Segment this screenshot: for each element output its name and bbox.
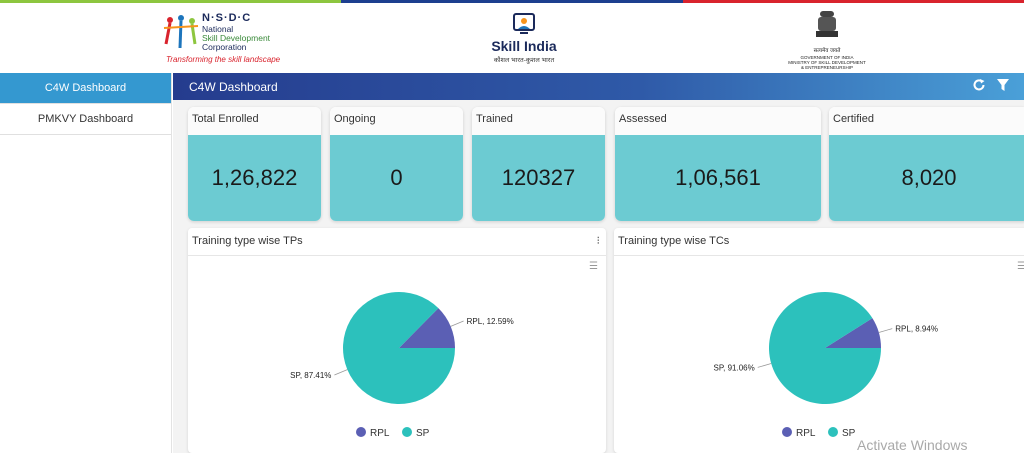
card-value: 120327	[472, 135, 605, 221]
legend-marker-rpl[interactable]	[356, 427, 366, 437]
pie-slice-sp[interactable]	[343, 292, 455, 404]
legend-label-rpl[interactable]: RPL	[370, 428, 390, 439]
nsdc-letters: N·S·D·C	[202, 12, 252, 24]
skill-india-logo[interactable]: Skill India कौशल भारत-कुशल भारत	[488, 12, 560, 72]
nsdc-tagline: Transforming the skill landscape	[166, 55, 281, 64]
sidebar-item-c4w-dashboard[interactable]: C4W Dashboard	[0, 73, 171, 104]
pie-slice-rpl[interactable]	[825, 318, 881, 348]
more-options-icon[interactable]: ⁝	[596, 235, 601, 247]
card-label: Total Enrolled	[188, 107, 321, 135]
activate-windows-watermark: Activate Windows	[857, 437, 968, 453]
card-value: 1,06,561	[615, 135, 821, 221]
panel-title: Training type wise TCs	[618, 235, 730, 247]
dashboard-title: C4W Dashboard	[189, 79, 278, 94]
data-label-sp: SP, 91.06%	[714, 363, 755, 372]
card-ongoing: Ongoing 0	[330, 107, 463, 221]
card-label: Assessed	[615, 107, 821, 135]
sidebar-item-pmkvy-dashboard[interactable]: PMKVY Dashboard	[0, 104, 171, 135]
legend-marker-sp[interactable]	[402, 427, 412, 437]
data-label-connector	[757, 363, 772, 368]
card-label: Ongoing	[330, 107, 463, 135]
nsdc-name: National Skill Development Corporation	[202, 24, 271, 52]
skill-india-emblem-icon	[513, 13, 535, 34]
legend-label-rpl[interactable]: RPL	[796, 428, 816, 439]
skill-india-subtitle: कौशल भारत-कुशल भारत	[493, 57, 555, 64]
skill-india-title: Skill India	[491, 38, 557, 54]
legend-marker-sp[interactable]	[828, 427, 838, 437]
gov-text: GOVERNMENT OF INDIA MINISTRY OF SKILL DE…	[788, 55, 866, 70]
gov-motto: सत्यमेव जयते	[813, 48, 841, 54]
panel-training-type-tcs: Training type wise TCs ⁝ ☰ RPL, 8.94%SP,…	[614, 228, 1024, 453]
filter-icon[interactable]	[996, 78, 1010, 95]
pie-slice-rpl[interactable]	[399, 308, 455, 348]
nsdc-figures-icon	[163, 15, 199, 49]
data-label-rpl: RPL, 12.59%	[467, 317, 514, 326]
dashboard-header: C4W Dashboard	[173, 73, 1024, 100]
panel-training-type-tps: Training type wise TPs ⁝ ☰ RPL, 12.59% SP…	[188, 228, 606, 453]
data-label-connector	[878, 328, 893, 333]
sidebar: C4W Dashboard PMKVY Dashboard	[0, 73, 172, 453]
pie-chart-tps: RPL, 12.59% SP, 87.41% RPL SP	[290, 292, 514, 439]
card-certified: Certified 8,020	[829, 107, 1024, 221]
panel-title: Training type wise TPs	[192, 235, 303, 247]
legend-marker-rpl[interactable]	[782, 427, 792, 437]
legend-label-sp[interactable]: SP	[416, 428, 430, 439]
refresh-icon[interactable]	[972, 78, 986, 95]
data-label-sp: SP, 87.41%	[290, 371, 331, 380]
top-color-stripe	[0, 0, 1024, 3]
data-label-connector	[450, 320, 464, 327]
nsdc-logo[interactable]: N·S·D·C National Skill Development Corpo…	[162, 12, 292, 70]
card-total-enrolled: Total Enrolled 1,26,822	[188, 107, 321, 221]
national-emblem-icon	[816, 11, 838, 37]
card-assessed: Assessed 1,06,561	[615, 107, 821, 221]
legend-label-sp[interactable]: SP	[842, 428, 856, 439]
data-label-rpl: RPL, 8.94%	[895, 325, 938, 334]
card-value: 0	[330, 135, 463, 221]
card-value: 1,26,822	[188, 135, 321, 221]
pie-chart-tcs: RPL, 8.94% SP, 91.06% RPL SP	[714, 292, 938, 439]
card-trained: Trained 120327	[472, 107, 605, 221]
chart-menu-icon[interactable]: ☰	[1017, 261, 1024, 272]
government-logo: सत्यमेव जयते GOVERNMENT OF INDIA MINISTR…	[780, 9, 874, 73]
chart-menu-icon[interactable]: ☰	[589, 261, 598, 272]
card-value: 8,020	[829, 135, 1024, 221]
card-label: Trained	[472, 107, 605, 135]
data-label-connector	[334, 369, 348, 376]
main-content: C4W Dashboard Total Enrolled 1,26,822 On…	[173, 73, 1024, 453]
card-label: Certified	[829, 107, 1024, 135]
pie-slice-sp[interactable]	[769, 292, 881, 405]
header: N·S·D·C National Skill Development Corpo…	[0, 3, 1024, 73]
